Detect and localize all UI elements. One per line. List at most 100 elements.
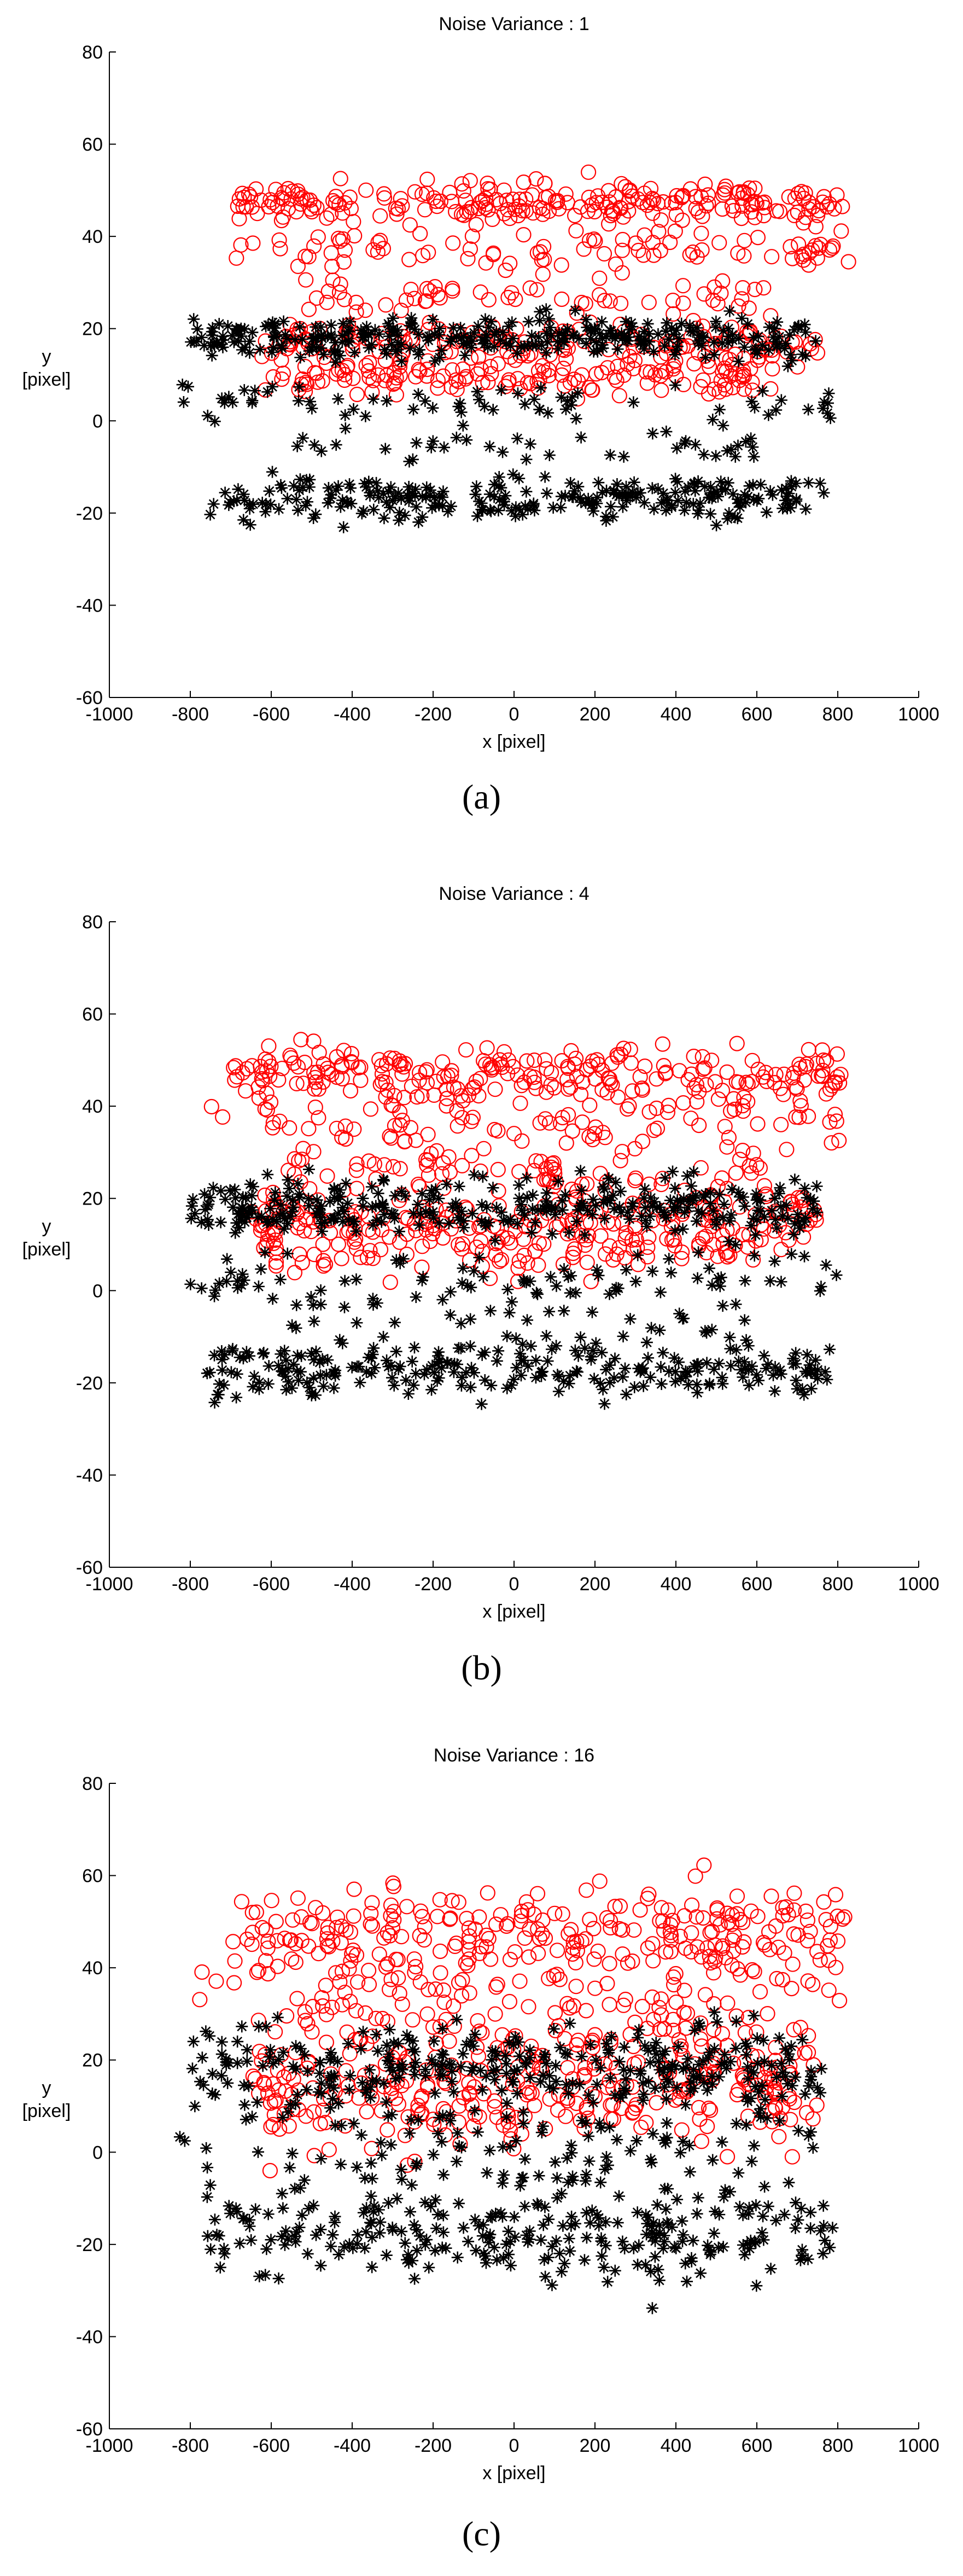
star-point (694, 2020, 707, 2032)
star-point (809, 1354, 822, 1366)
star-point (360, 321, 373, 333)
circle-point (460, 1958, 476, 1974)
star-point (342, 2037, 354, 2050)
star-point (454, 1214, 466, 1226)
star-point (464, 1381, 477, 1394)
circle-point (790, 236, 807, 252)
circle-point (822, 1114, 838, 1130)
circle-point (393, 191, 408, 207)
star-point (454, 1342, 467, 1354)
circle-point (301, 301, 317, 317)
circle-point (491, 1253, 507, 1269)
y-axis-label-unit-a: [pixel] (22, 369, 71, 390)
y-tick-label: 40 (82, 1958, 103, 1979)
star-point (376, 2149, 388, 2161)
circle-point (650, 196, 666, 212)
circle-point (459, 1911, 475, 1927)
circle-point (541, 203, 557, 219)
star-point (507, 468, 520, 481)
star-point (303, 1200, 316, 1212)
x-tick-label: -400 (334, 2435, 371, 2456)
circle-point (430, 380, 446, 396)
star-point (468, 1168, 481, 1181)
star-point (313, 2067, 326, 2079)
star-point (647, 2217, 659, 2229)
star-point (363, 1351, 375, 1364)
star-point (284, 1210, 296, 1223)
circle-point (447, 203, 464, 220)
star-point (243, 2220, 256, 2232)
star-point (213, 2230, 225, 2242)
circle-point (763, 1888, 779, 1904)
circle-point (735, 1103, 751, 1119)
star-point (592, 1269, 605, 1282)
circle-point (491, 1198, 507, 1214)
star-point (217, 334, 229, 346)
star-point (490, 2063, 503, 2076)
star-point (395, 492, 407, 505)
circle-point (282, 1048, 298, 1063)
circle-point (579, 1882, 594, 1898)
star-point (388, 1316, 401, 1329)
circle-point (382, 1128, 398, 1144)
circle-point (423, 1145, 439, 1162)
star-point (618, 2082, 631, 2095)
star-point (781, 360, 794, 373)
star-point (215, 2036, 228, 2048)
circle-point (674, 212, 690, 228)
circle-point (735, 280, 751, 296)
star-point (632, 2258, 644, 2271)
star-point (428, 1366, 441, 1379)
star-point (290, 2225, 302, 2238)
star-point (467, 2040, 480, 2052)
circle-point (288, 1954, 304, 1970)
circle-point (541, 368, 557, 383)
star-point (339, 409, 352, 421)
star-point (665, 2063, 678, 2076)
star-point (756, 2226, 768, 2239)
star-point (638, 2088, 650, 2101)
star-point (599, 2163, 611, 2176)
star-point (673, 1307, 686, 1320)
star-point (681, 2275, 693, 2288)
circle-point (293, 1032, 309, 1048)
circle-point (318, 2034, 335, 2050)
star-point (780, 482, 792, 495)
star-point (730, 2118, 743, 2130)
star-point (377, 1201, 390, 1214)
circle-point (783, 239, 798, 255)
star-point (663, 1365, 675, 1377)
circle-point (602, 293, 618, 309)
star-point (465, 1281, 477, 1294)
star-point (381, 2039, 393, 2051)
circle-point (422, 1234, 438, 1249)
star-point (575, 1184, 588, 1196)
star-point (307, 1372, 320, 1385)
circle-point (359, 2104, 375, 2120)
circle-point (565, 1940, 581, 1956)
circle-point (266, 2107, 282, 2123)
star-point (671, 2081, 684, 2094)
star-point (326, 2092, 339, 2105)
star-point (289, 2098, 302, 2110)
star-point (659, 1172, 672, 1184)
circle-point (338, 2088, 354, 2104)
star-point (400, 1374, 412, 1386)
star-point (314, 1212, 327, 1224)
star-point (713, 2071, 725, 2083)
circle-point (479, 1040, 495, 1056)
star-point (644, 2265, 657, 2278)
star-point (555, 501, 567, 514)
star-point (574, 1200, 587, 1212)
star-point (569, 1344, 581, 1357)
circle-point (321, 2142, 337, 2158)
circle-point (777, 1945, 792, 1961)
circle-point (796, 190, 812, 206)
star-point (642, 2044, 655, 2057)
circle-point (662, 234, 678, 251)
circle-point (348, 1241, 365, 1257)
star-point (539, 2048, 551, 2061)
circle-point (487, 2006, 503, 2022)
circle-point (364, 1918, 381, 1934)
star-point (796, 1383, 809, 1395)
